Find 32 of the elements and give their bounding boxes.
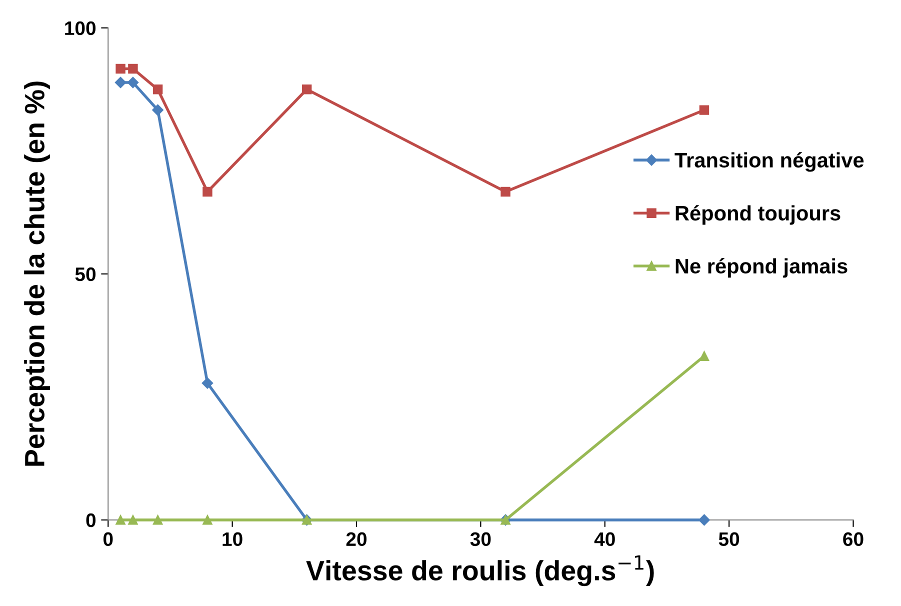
point (127, 76, 139, 88)
y-tick-label: 100 (65, 21, 96, 36)
legend-label: Ne répond jamais (676, 258, 848, 278)
x-tick-label: 30 (470, 532, 491, 546)
point (152, 515, 163, 525)
x-tick-label: 40 (594, 532, 615, 546)
x-tick-label: 0 (103, 532, 113, 546)
point (699, 351, 710, 361)
point (116, 515, 126, 525)
point (500, 186, 510, 197)
point (699, 105, 710, 115)
y-axis-title: Perception de la chute (en %) (24, 82, 50, 466)
point (128, 64, 138, 74)
y-tick-label: 50 (75, 267, 96, 282)
point (202, 378, 214, 389)
x-tick-label: 20 (346, 532, 367, 546)
point (152, 84, 163, 94)
point (202, 186, 212, 197)
x-tick-label: 10 (222, 532, 242, 546)
point (114, 76, 126, 88)
point (202, 515, 212, 525)
point (698, 514, 710, 526)
x-tick-label: 50 (718, 532, 740, 546)
point (116, 64, 126, 74)
legend-label: Répond toujours (676, 205, 840, 225)
x-tick-label: 60 (843, 532, 864, 546)
legend-label: Transition négative (674, 152, 864, 172)
point (128, 515, 138, 525)
point (302, 84, 312, 94)
y-tick-label: 0 (86, 513, 96, 528)
point (152, 104, 164, 116)
x-axis-title: Vitesse de roulis (deg.s$^{−1}$) (306, 555, 654, 586)
